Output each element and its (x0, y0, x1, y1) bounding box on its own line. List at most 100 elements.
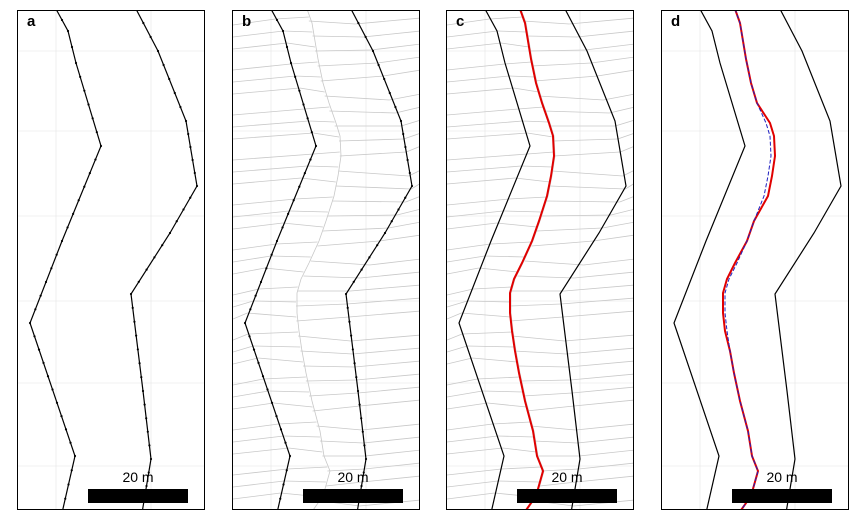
mesh-edge (620, 146, 633, 153)
mesh-edge (295, 196, 333, 200)
mesh-edge (447, 423, 493, 431)
bank-vertex (168, 77, 171, 81)
bank-vertex (60, 415, 63, 418)
mesh-edge (253, 345, 301, 348)
mesh-edge (531, 62, 592, 67)
mesh-edge (287, 466, 328, 470)
bank-vertex (67, 483, 70, 486)
mesh-edge (447, 210, 503, 218)
mesh-edge (502, 210, 542, 213)
bank-vertex (94, 158, 97, 161)
bank-vertex (70, 45, 74, 49)
mesh-edge (619, 196, 633, 203)
bank-vertex (28, 321, 32, 325)
mesh-edge (617, 133, 633, 140)
bank-vertex (275, 239, 279, 243)
mesh-edge (355, 17, 419, 25)
mesh-edge (447, 447, 503, 455)
mesh-edge (514, 350, 567, 355)
smoothed-centerline (724, 11, 772, 509)
bank-vertex (83, 185, 86, 188)
mesh-edge (447, 333, 463, 341)
mesh-edge (574, 271, 633, 279)
mesh-edge (492, 421, 531, 425)
right-bank (774, 11, 842, 509)
bank-vertex (39, 294, 42, 297)
mesh-edge (233, 288, 260, 296)
mesh-edge (509, 75, 535, 78)
mesh-edge (578, 462, 633, 470)
bank-vertex (55, 401, 59, 404)
bank-vertex (60, 239, 64, 243)
mesh-edge (233, 177, 302, 185)
mesh-edge (233, 492, 281, 500)
mesh-edge (447, 30, 498, 38)
bank-vertex (265, 267, 268, 270)
mesh-edge (447, 267, 479, 275)
mesh-edge (299, 87, 325, 93)
mesh-edge (467, 345, 515, 348)
bank-vertex (402, 132, 405, 136)
bank-vertex (88, 172, 91, 175)
mesh-edge (350, 284, 419, 292)
bank-vertex (406, 158, 409, 162)
bank-vertex (351, 348, 354, 351)
mesh-edge (572, 386, 633, 394)
mesh-edge (359, 499, 419, 507)
bank-vertex (37, 348, 41, 351)
voronoi-mesh (447, 11, 633, 509)
bank-vertex (138, 362, 141, 365)
mesh-edge (361, 423, 419, 431)
mesh-edge (534, 75, 598, 82)
mesh-edge (411, 183, 419, 190)
bank-vertex (146, 430, 149, 433)
mesh-edge (541, 468, 579, 472)
mesh-edge (300, 350, 353, 355)
mesh-edge (363, 436, 419, 444)
mesh-edge (389, 93, 419, 101)
bank-vertex (348, 320, 351, 323)
mesh-edge (317, 62, 378, 67)
mesh-edge (501, 466, 542, 470)
mesh-edge (447, 300, 468, 308)
mesh-edge (497, 30, 527, 33)
mesh-edge (447, 177, 516, 185)
mesh-edge (467, 300, 511, 303)
mesh-edge (288, 210, 328, 213)
mesh-edge (408, 170, 419, 177)
mesh-edge (447, 357, 473, 365)
bank-vertex (149, 457, 153, 461)
mesh-edge (610, 209, 633, 216)
bank-vertex (360, 484, 363, 488)
bank-vertex (161, 244, 164, 247)
mesh-edge (305, 379, 357, 382)
mesh-edge (447, 312, 462, 320)
mesh-edge (569, 17, 633, 25)
mesh-edge (362, 475, 419, 483)
bank-vertex (288, 454, 292, 458)
mesh-edge (484, 255, 525, 258)
bank-vertex (133, 320, 136, 323)
mesh-edge (233, 108, 305, 116)
mesh-edge (339, 138, 404, 142)
mesh-edge (370, 43, 419, 51)
mesh-edge (461, 312, 511, 318)
mesh-edge (566, 347, 633, 355)
bank-vertex (187, 132, 190, 136)
mesh-edge (447, 390, 483, 398)
mesh-edge (270, 255, 311, 258)
panel-c-plot (447, 11, 633, 509)
bank-vertex (168, 231, 172, 235)
mesh-edge (233, 435, 284, 443)
bank-vertex (66, 29, 70, 33)
bank-vertex (302, 103, 305, 106)
mesh-edge (405, 196, 419, 203)
bank-vertex (50, 267, 53, 270)
mesh-edge (360, 271, 419, 279)
mesh-edge (312, 35, 364, 38)
bank-vertex (73, 454, 77, 458)
bank-vertex (259, 280, 263, 284)
mesh-edge (447, 480, 499, 488)
mesh-edge (502, 447, 537, 453)
bank-vertex (189, 196, 192, 199)
